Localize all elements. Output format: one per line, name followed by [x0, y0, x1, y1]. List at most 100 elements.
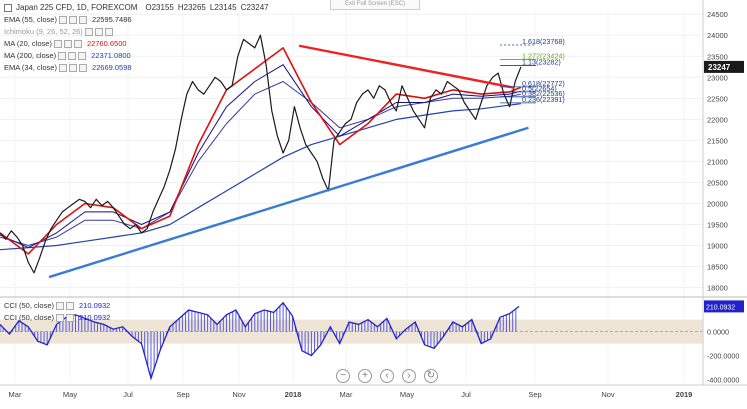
cci-line: [0, 301, 520, 381]
price-tick-label: 21000: [707, 157, 728, 166]
cci-tick-label: 0.0000: [707, 328, 729, 337]
scroll-left-icon[interactable]: ‹: [380, 369, 394, 383]
cci-current-label: 210.0932: [706, 304, 735, 311]
time-tick-label: 2018: [285, 390, 302, 399]
exit-fullscreen-button[interactable]: Exit Full Screen (ESC): [330, 0, 420, 10]
fib-level-label: 1.272(23424): [522, 51, 565, 60]
indicator-label: MA (20, close): [4, 39, 52, 48]
indicator-legend-ichimoku[interactable]: Ichimoku (9, 26, 52, 26): [4, 26, 118, 37]
indicator-legend-ema55[interactable]: EMA (55, close) 22595.7486: [4, 14, 132, 25]
trendline-resistance: [298, 44, 515, 89]
ohlc-low: L23145: [209, 3, 237, 12]
settings-icon[interactable]: [68, 15, 77, 24]
cci-legend-1[interactable]: CCI (50, close) 210.0932: [4, 300, 110, 311]
indicator-label: EMA (34, close): [4, 63, 57, 72]
fib-level-label: 1.13(23282): [522, 57, 561, 66]
eye-icon[interactable]: [53, 39, 62, 48]
indicator-legend-ma200[interactable]: MA (200, close) 22371.0800: [4, 50, 131, 61]
close-icon[interactable]: [78, 15, 87, 24]
indicator-value: 22760.6500: [86, 39, 127, 48]
series-line-japan-225-cfd-1d-forexcom: [0, 34, 522, 274]
time-tick-label: Mar: [9, 390, 22, 399]
indicator-label: Ichimoku (9, 26, 52, 26): [4, 27, 83, 36]
price-tick-label: 18000: [707, 284, 728, 293]
ohlc-high: H23265: [177, 3, 206, 12]
zoom-out-icon[interactable]: −: [336, 369, 350, 383]
fib-level-label: 0.236(22391): [522, 95, 565, 104]
price-tick-label: 22000: [707, 115, 728, 124]
settings-icon[interactable]: [56, 301, 65, 310]
fib-level-label: 0.5(22654): [522, 84, 557, 93]
close-icon[interactable]: [73, 39, 82, 48]
settings-icon[interactable]: [56, 313, 65, 322]
reset-icon[interactable]: ↻: [424, 369, 438, 383]
eye-icon[interactable]: [58, 51, 67, 60]
scroll-right-icon[interactable]: ›: [402, 369, 416, 383]
settings-icon[interactable]: [68, 51, 77, 60]
ohlc-close: C23247: [240, 3, 269, 12]
cci-tick-label: -200.0000: [707, 352, 739, 361]
settings-icon[interactable]: [94, 27, 103, 36]
settings-icon[interactable]: [68, 63, 77, 72]
close-icon[interactable]: [66, 301, 75, 310]
eye-icon[interactable]: [58, 63, 67, 72]
indicator-value: 22371.0800: [91, 51, 131, 60]
current-price-box: [704, 60, 744, 73]
price-tick-label: 19500: [707, 221, 728, 230]
price-tick-label: 19000: [707, 242, 728, 251]
eye-icon[interactable]: [84, 27, 93, 36]
time-tick-label: Jul: [123, 390, 133, 399]
price-tick-label: 21500: [707, 136, 728, 145]
fib-level-label: 1.618(23768): [522, 37, 565, 46]
cci-legend-2[interactable]: CCI (50, close) 210.0932: [4, 312, 110, 323]
indicator-label: MA (200, close): [4, 51, 57, 60]
time-tick-label: May: [63, 390, 77, 399]
series-line-ma-20-close: [0, 47, 522, 255]
zoom-in-icon[interactable]: +: [358, 369, 372, 383]
indicator-value: 22669.0598: [91, 63, 132, 72]
zoom-controls: − + ‹ › ↻: [336, 369, 444, 383]
symbol-legend: Japan 225 CFD, 1D, FOREXCOM O23155 H2326…: [4, 2, 269, 13]
cci-value: 210.0932: [79, 301, 111, 310]
close-icon[interactable]: [66, 313, 75, 322]
cci-layer: [0, 301, 703, 381]
price-tick-label: 23500: [707, 52, 728, 61]
fib-level-label: 0.382(22536): [522, 89, 565, 98]
time-tick-label: Nov: [232, 390, 246, 399]
ohlc-open: O23155: [145, 3, 174, 12]
time-tick-label: 2019: [676, 390, 693, 399]
fib-level-label: 0.618(22772): [522, 79, 565, 88]
cci-label: CCI (50, close): [4, 313, 55, 322]
price-layer: 1.618(23768) 1.272(23424)1.13(23282) 0.618…: [0, 34, 565, 279]
time-tick-label: May: [400, 390, 414, 399]
axis-layer: 24500 24000 23500 23000 22500 22000 21500 21000…: [0, 0, 747, 399]
current-price-label: 23247: [708, 63, 731, 72]
price-tick-label: 23000: [707, 73, 728, 82]
indicator-value: 22595.7486: [91, 15, 132, 24]
time-tick-label: Sep: [528, 390, 541, 399]
price-tick-label: 24500: [707, 10, 728, 19]
close-icon[interactable]: [78, 63, 87, 72]
collapse-icon[interactable]: [4, 3, 12, 12]
time-tick-label: Nov: [601, 390, 615, 399]
time-tick-label: Sep: [176, 390, 189, 399]
cci-tick-label: -400.0000: [707, 376, 739, 385]
series-line-ema-34-close: [0, 64, 522, 249]
close-icon[interactable]: [104, 27, 113, 36]
price-tick-label: 20500: [707, 178, 728, 187]
indicator-label: EMA (55, close): [4, 15, 57, 24]
indicator-legend-ma20[interactable]: MA (20, close) 22760.6500: [4, 38, 127, 49]
settings-icon[interactable]: [63, 39, 72, 48]
price-tick-label: 18500: [707, 263, 728, 272]
time-tick-label: Mar: [340, 390, 353, 399]
cci-current-box: [704, 300, 744, 313]
symbol-title: Japan 225 CFD, 1D, FOREXCOM: [16, 3, 138, 12]
trendline-support: [48, 126, 529, 279]
indicator-legend-ema34[interactable]: EMA (34, close) 22669.0598: [4, 62, 132, 73]
eye-icon[interactable]: [58, 15, 67, 24]
close-icon[interactable]: [78, 51, 87, 60]
price-tick-label: 24000: [707, 31, 728, 40]
time-tick-label: Jul: [461, 390, 471, 399]
